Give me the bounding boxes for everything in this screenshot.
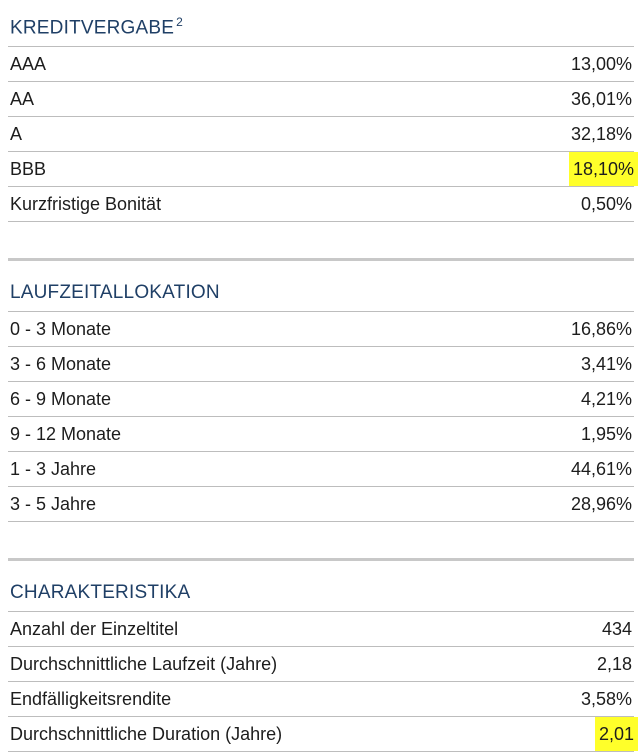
row-label: 0 - 3 Monate: [10, 319, 112, 340]
table-row: 9 - 12 Monate 1,95%: [8, 417, 634, 453]
laufzeitallokation-rows: 0 - 3 Monate 16,86% 3 - 6 Monate 3,41% 6…: [8, 311, 634, 523]
table-row: Anzahl der Einzeltitel 434: [8, 611, 634, 648]
section-kreditvergabe: KREDITVERGABE 2 AAA 13,00% AA 36,01% A 32…: [8, 0, 638, 223]
table-row: AAA 13,00%: [8, 46, 634, 83]
table-row: AA 36,01%: [8, 82, 634, 118]
row-value: 13,00%: [570, 54, 632, 75]
table-row: A 32,18%: [8, 117, 634, 153]
table-row: 3 - 6 Monate 3,41%: [8, 347, 634, 383]
section-title-kreditvergabe: KREDITVERGABE 2: [8, 10, 634, 46]
table-row: Durchschnittliche Laufzeit (Jahre) 2,18: [8, 647, 634, 683]
row-value: 16,86%: [570, 319, 632, 340]
row-label: Durchschnittliche Duration (Jahre): [10, 724, 283, 745]
section-title-charakteristika: CHARAKTERISTIKA: [8, 581, 634, 611]
row-label: 3 - 5 Jahre: [10, 494, 97, 515]
table-row: 3 - 5 Jahre 28,96%: [8, 487, 634, 523]
table-row: Kurzfristige Bonität 0,50%: [8, 187, 634, 223]
table-row: BBB 18,10%: [8, 152, 638, 188]
table-row: 6 - 9 Monate 4,21%: [8, 382, 634, 418]
row-value: 3,41%: [580, 354, 632, 375]
row-value: 434: [601, 619, 632, 640]
spacer: [8, 222, 634, 258]
row-value: 28,96%: [570, 494, 632, 515]
charakteristika-rows: Anzahl der Einzeltitel 434 Durchschnittl…: [8, 611, 638, 752]
row-value: 4,21%: [580, 389, 632, 410]
section-laufzeitallokation: LAUFZEITALLOKATION 0 - 3 Monate 16,86% 3…: [8, 261, 634, 523]
row-label: Kurzfristige Bonität: [10, 194, 162, 215]
row-value-highlighted: 2,01: [594, 717, 638, 752]
section-title-text: KREDITVERGABE: [10, 17, 175, 39]
row-label: 9 - 12 Monate: [10, 424, 122, 445]
row-value: 0,50%: [580, 194, 632, 215]
row-value: 36,01%: [570, 89, 632, 110]
section-divider: [8, 558, 634, 562]
spacer: [8, 522, 634, 558]
section-title-text: CHARAKTERISTIKA: [10, 582, 191, 604]
row-value: 32,18%: [570, 124, 632, 145]
table-row: Durchschnittliche Duration (Jahre) 2,01: [8, 717, 638, 752]
row-label: AAA: [10, 54, 47, 75]
row-label: Durchschnittliche Laufzeit (Jahre): [10, 654, 278, 675]
section-divider: [8, 258, 634, 262]
section-title-text: LAUFZEITALLOKATION: [10, 282, 220, 304]
row-label: Anzahl der Einzeltitel: [10, 619, 179, 640]
table-row: 0 - 3 Monate 16,86%: [8, 311, 634, 348]
section-charakteristika: CHARAKTERISTIKA Anzahl der Einzeltitel 4…: [8, 561, 638, 752]
row-value-highlighted: 18,10%: [568, 152, 638, 187]
row-label: AA: [10, 89, 35, 110]
table-row: Endfälligkeitsrendite 3,58%: [8, 682, 634, 718]
row-label: 6 - 9 Monate: [10, 389, 112, 410]
footnote-marker: 2: [176, 15, 184, 29]
row-value: 3,58%: [580, 689, 632, 710]
row-value: 1,95%: [580, 424, 632, 445]
row-value: 44,61%: [570, 459, 632, 480]
row-label: 1 - 3 Jahre: [10, 459, 97, 480]
table-row: 1 - 3 Jahre 44,61%: [8, 452, 634, 488]
row-label: 3 - 6 Monate: [10, 354, 112, 375]
row-label: Endfälligkeitsrendite: [10, 689, 172, 710]
row-label: A: [10, 124, 23, 145]
row-value: 2,18: [596, 654, 632, 675]
kreditvergabe-rows: AAA 13,00% AA 36,01% A 32,18% BBB 18,10%…: [8, 46, 638, 223]
section-title-laufzeitallokation: LAUFZEITALLOKATION: [8, 281, 634, 311]
row-label: BBB: [10, 159, 47, 180]
